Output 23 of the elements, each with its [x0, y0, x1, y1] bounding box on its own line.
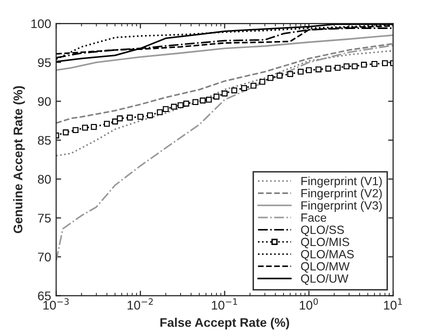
legend-label: QLO/MW: [301, 262, 350, 273]
y-tick-label: 70: [38, 252, 51, 262]
legend-label: Face: [301, 214, 326, 222]
legend-label: Fingerprint (V3): [301, 200, 382, 212]
legend-label: Fingerprint (V1): [301, 176, 382, 188]
y-tick-label: 75: [38, 214, 51, 223]
y-tick-label: 100: [31, 19, 51, 28]
x-tick-label: 10$^{0}$: [300, 298, 318, 310]
legend-label: QLO/MIS: [301, 237, 350, 248]
y-tick-label: 90: [38, 97, 51, 106]
legend-label: QLO/MAS: [301, 250, 354, 260]
legend-label: Fingerprint (V2): [301, 188, 382, 200]
y-axis-title: Genuine Accept Rate (%): [13, 86, 25, 234]
legend-label: QLO/SS: [301, 225, 344, 236]
x-tick-label: 10$^{−1}$: [212, 298, 238, 310]
x-tick-label: 10$^{−2}$: [128, 298, 153, 310]
y-tick-label: 85: [38, 136, 51, 145]
y-tick-label: 65: [38, 291, 51, 300]
y-tick-label: 95: [38, 58, 51, 68]
legend-label: QLO/UW: [301, 274, 348, 285]
x-axis-title: False Accept Rate (%): [160, 318, 290, 330]
x-tick-label: 10$^{1}$: [384, 298, 402, 310]
y-tick-label: 80: [38, 174, 51, 184]
